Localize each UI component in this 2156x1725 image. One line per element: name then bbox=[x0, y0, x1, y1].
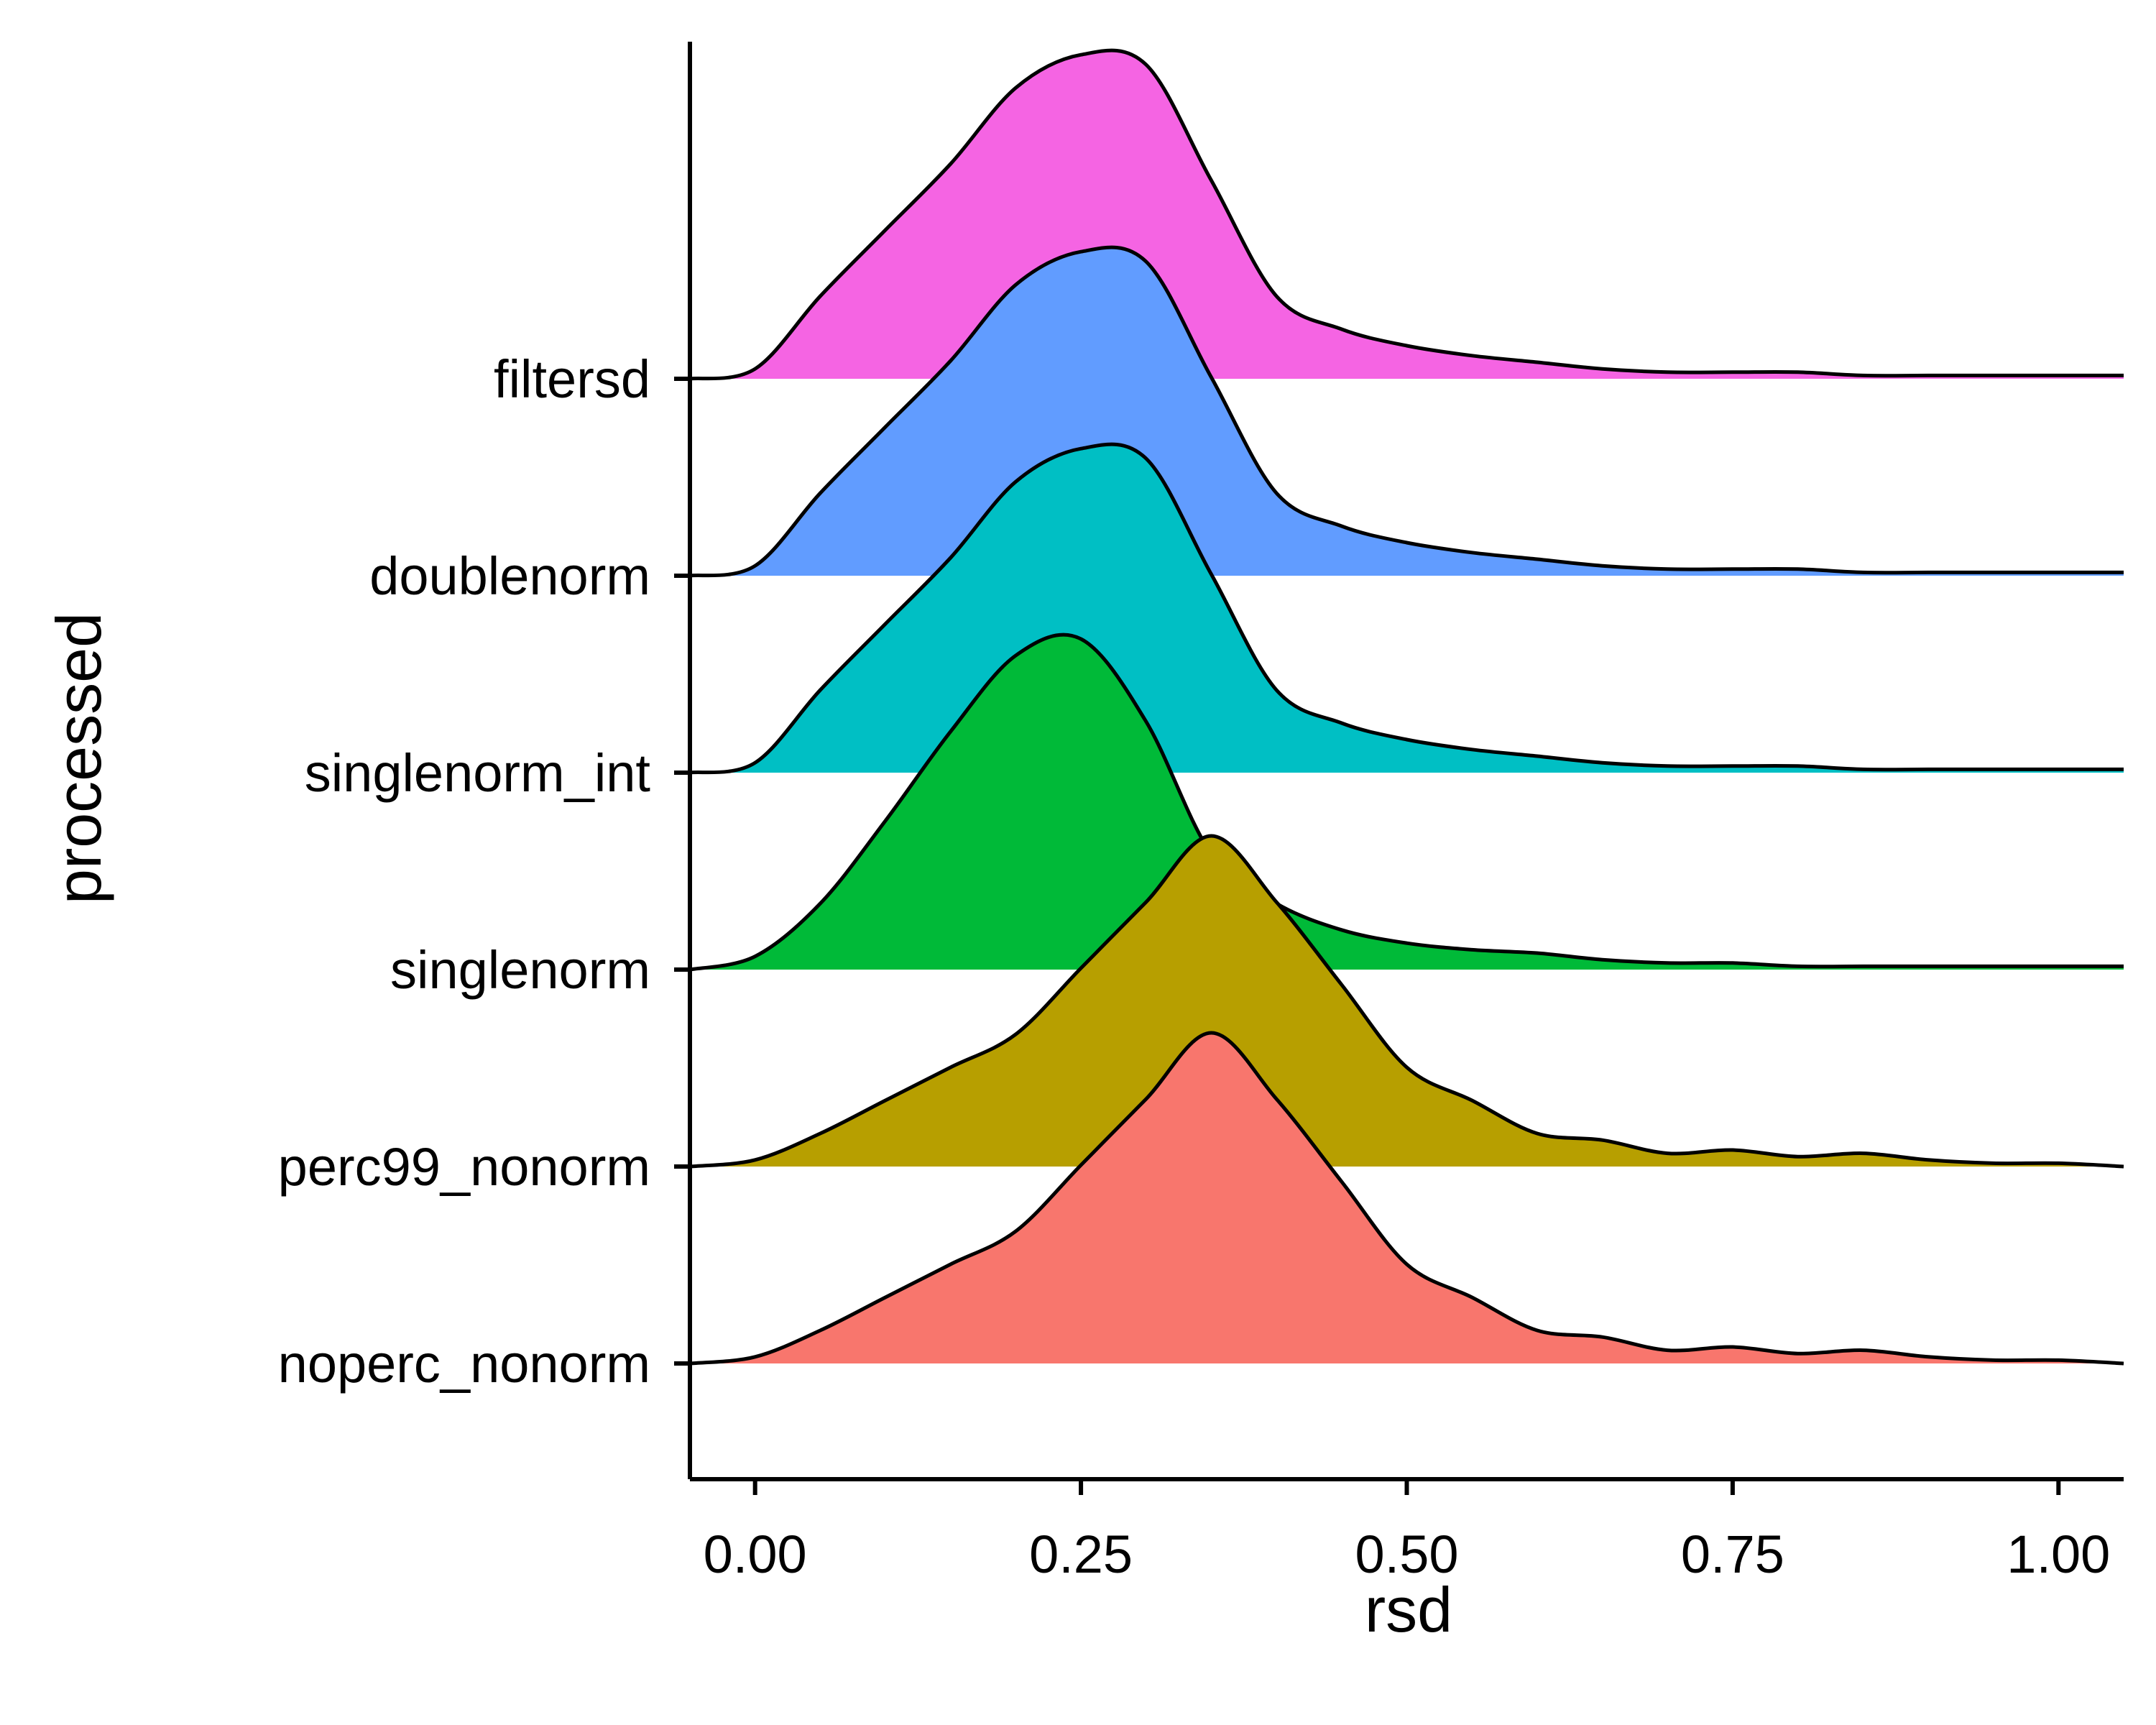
y-tick-label-singlenorm_int: singlenorm_int bbox=[305, 743, 651, 803]
ridge-outline-filtersd bbox=[689, 48, 2124, 381]
x-tick-label-2: 0.50 bbox=[1355, 1524, 1458, 1584]
y-tick-label-doublenorm: doublenorm bbox=[369, 546, 650, 606]
y-tick-label-perc99_nonorm: perc99_nonorm bbox=[278, 1137, 650, 1197]
x-axis-ticks: 0.00 0.25 0.50 0.75 1.00 bbox=[704, 1479, 2110, 1584]
ridge-filtersd bbox=[689, 48, 2124, 381]
x-tick-label-1: 0.25 bbox=[1029, 1524, 1133, 1584]
ridge-singlenorm bbox=[689, 632, 2124, 972]
ridge-fill-perc99_nonorm bbox=[690, 836, 2124, 1167]
y-tick-label-noperc_nonorm: noperc_nonorm bbox=[278, 1334, 650, 1394]
y-tick-label-singlenorm: singlenorm bbox=[390, 940, 650, 1000]
ridge-perc99_nonorm bbox=[689, 834, 2124, 1169]
ridge-fill-filtersd bbox=[690, 50, 2124, 380]
ridge-outline-perc99_nonorm bbox=[689, 834, 2124, 1169]
ridge-fill-singlenorm bbox=[690, 635, 2124, 970]
ridge-outline-singlenorm bbox=[689, 632, 2124, 972]
ridge-outline-doublenorm bbox=[689, 245, 2124, 578]
x-tick-label-4: 1.00 bbox=[2007, 1524, 2110, 1584]
ridge-outline-noperc_nonorm bbox=[689, 1031, 2124, 1366]
ridges-layer bbox=[689, 48, 2124, 1366]
ridge-fill-noperc_nonorm bbox=[690, 1033, 2124, 1363]
y-axis-ticks: noperc_nonorm perc99_nonorm singlenorm sing… bbox=[278, 349, 690, 1394]
ridge-noperc_nonorm bbox=[689, 1031, 2124, 1366]
x-tick-label-3: 0.75 bbox=[1681, 1524, 1784, 1584]
x-tick-label-0: 0.00 bbox=[704, 1524, 807, 1584]
x-axis-title: rsd bbox=[1365, 1574, 1452, 1645]
y-axis-title: processed bbox=[43, 612, 114, 904]
y-tick-label-filtersd: filtersd bbox=[494, 349, 650, 409]
ridge-outline-singlenorm_int bbox=[689, 442, 2124, 775]
